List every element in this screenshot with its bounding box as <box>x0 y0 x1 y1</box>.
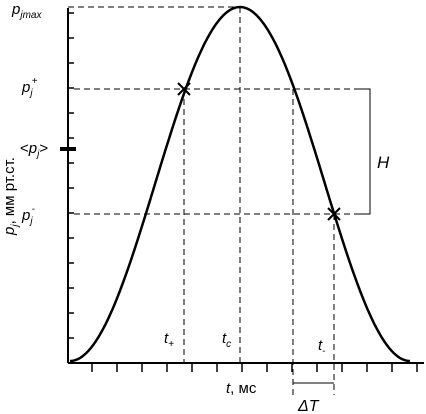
label-pplus: pj+ <box>21 76 38 99</box>
y-axis-ticks <box>68 12 74 339</box>
y-axis-title: pj, мм рт.ст. <box>1 157 21 236</box>
label-tc: tc <box>222 330 231 350</box>
h-bracket <box>354 88 371 215</box>
label-pminus: pj- <box>21 204 36 227</box>
x-axis-ticks <box>91 363 418 372</box>
label-tplus: t+ <box>164 330 174 350</box>
x-axis-title: t, мс <box>226 380 257 397</box>
label-h: H <box>377 153 390 172</box>
pressure-curve <box>69 5 411 363</box>
label-pmax: pjmax <box>11 1 42 21</box>
label-pmean: <pj> <box>20 140 48 160</box>
cross-marker-plus <box>177 82 191 96</box>
label-tminus: t- <box>318 337 326 357</box>
cross-marker-minus <box>327 207 341 221</box>
reference-lines <box>68 6 370 395</box>
label-delta-t: ΔT <box>297 398 320 414</box>
